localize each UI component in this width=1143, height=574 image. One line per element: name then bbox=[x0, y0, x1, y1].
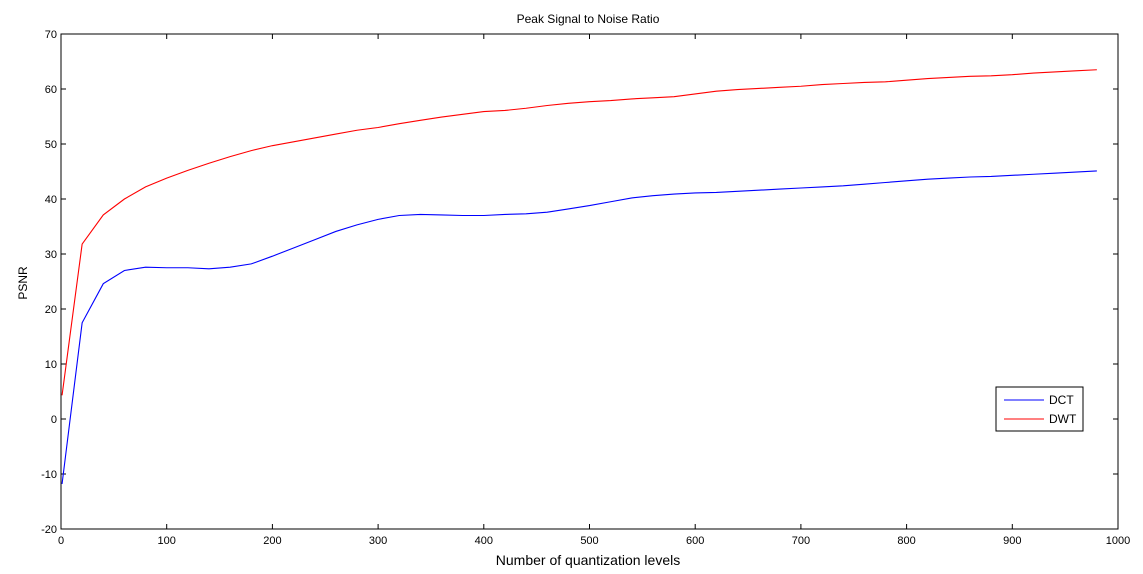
x-tick-label: 0 bbox=[58, 535, 64, 547]
y-tick-label: 60 bbox=[45, 84, 57, 96]
x-tick-label: 900 bbox=[1003, 535, 1021, 547]
x-tick-label: 100 bbox=[158, 535, 176, 547]
y-tick-label: 50 bbox=[45, 139, 57, 151]
y-axis-label: PSNR bbox=[16, 266, 30, 300]
y-tick-label: -10 bbox=[41, 469, 57, 481]
y-tick-label: 40 bbox=[45, 194, 57, 206]
axis-ticks: 0 100 200 300 400 500 600 700 800 900 1000 -20 -10 0 1… bbox=[41, 29, 1130, 547]
y-tick-label: 10 bbox=[45, 359, 57, 371]
x-tick-label: 700 bbox=[792, 535, 810, 547]
series-layer bbox=[61, 69, 1097, 484]
plot-frame bbox=[60, 33, 1119, 530]
series-line-dct bbox=[61, 170, 1097, 484]
x-tick-label: 400 bbox=[475, 535, 493, 547]
x-tick-label: 300 bbox=[369, 535, 387, 547]
y-tick-label: -20 bbox=[41, 524, 57, 536]
legend: DCT DWT bbox=[995, 386, 1084, 432]
legend-box bbox=[995, 386, 1084, 432]
legend-label-dwt: DWT bbox=[1049, 412, 1077, 426]
x-tick-label: 1000 bbox=[1106, 535, 1130, 547]
series-line-dwt bbox=[61, 69, 1097, 396]
x-tick-label: 500 bbox=[580, 535, 598, 547]
y-tick-label: 20 bbox=[45, 304, 57, 316]
chart-title: Peak Signal to Noise Ratio bbox=[517, 12, 660, 26]
x-tick-label: 600 bbox=[686, 535, 704, 547]
x-axis-label: Number of quantization levels bbox=[496, 552, 680, 568]
y-tick-label: 30 bbox=[45, 249, 57, 261]
x-tick-label: 200 bbox=[263, 535, 281, 547]
y-tick-label: 0 bbox=[51, 414, 57, 426]
legend-label-dct: DCT bbox=[1049, 393, 1074, 407]
x-tick-label: 800 bbox=[897, 535, 915, 547]
y-tick-label: 70 bbox=[45, 29, 57, 41]
